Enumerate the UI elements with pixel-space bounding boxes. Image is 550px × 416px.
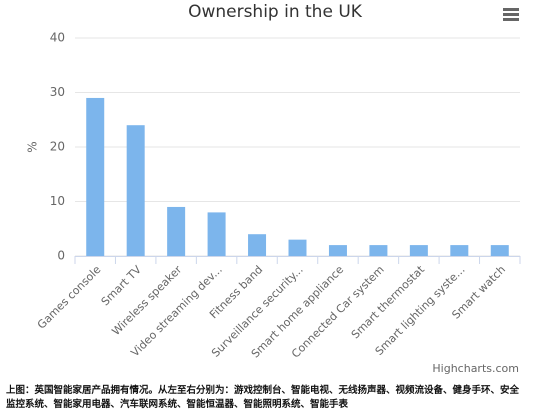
y-tick-label: 30 [50, 85, 65, 99]
bar [328, 245, 347, 256]
bar [207, 212, 226, 256]
chart: Ownership in the UK % Highcharts.com 0 10… [26, 2, 521, 375]
credits[interactable]: Highcharts.com [432, 362, 519, 375]
bar [126, 125, 145, 256]
caption: 上图：英国智能家居产品拥有情况。从左至右分别为：游戏控制台、智能电视、无线扬声器… [6, 385, 520, 410]
menu-line [503, 8, 519, 11]
menu-line [503, 18, 519, 21]
y-tick-label: 10 [50, 194, 65, 208]
menu-line [503, 13, 519, 16]
y-tick-label: 0 [57, 249, 65, 263]
y-tick-label: 40 [50, 31, 65, 45]
bar [288, 239, 307, 256]
bar [450, 245, 469, 256]
x-tick-label: Wireless speaker [109, 263, 184, 338]
bar [167, 206, 186, 256]
menu-button[interactable] [503, 8, 519, 21]
x-tick-label: Smart thermostat [349, 263, 428, 342]
x-tick-label: Games console [35, 263, 104, 332]
bar [248, 234, 267, 256]
bar [369, 245, 388, 256]
chart-title: Ownership in the UK [188, 2, 363, 22]
bar [409, 245, 428, 256]
bar [86, 97, 105, 256]
bar [490, 245, 509, 256]
y-tick-label: 20 [50, 140, 65, 154]
y-axis-label: % [26, 141, 40, 152]
